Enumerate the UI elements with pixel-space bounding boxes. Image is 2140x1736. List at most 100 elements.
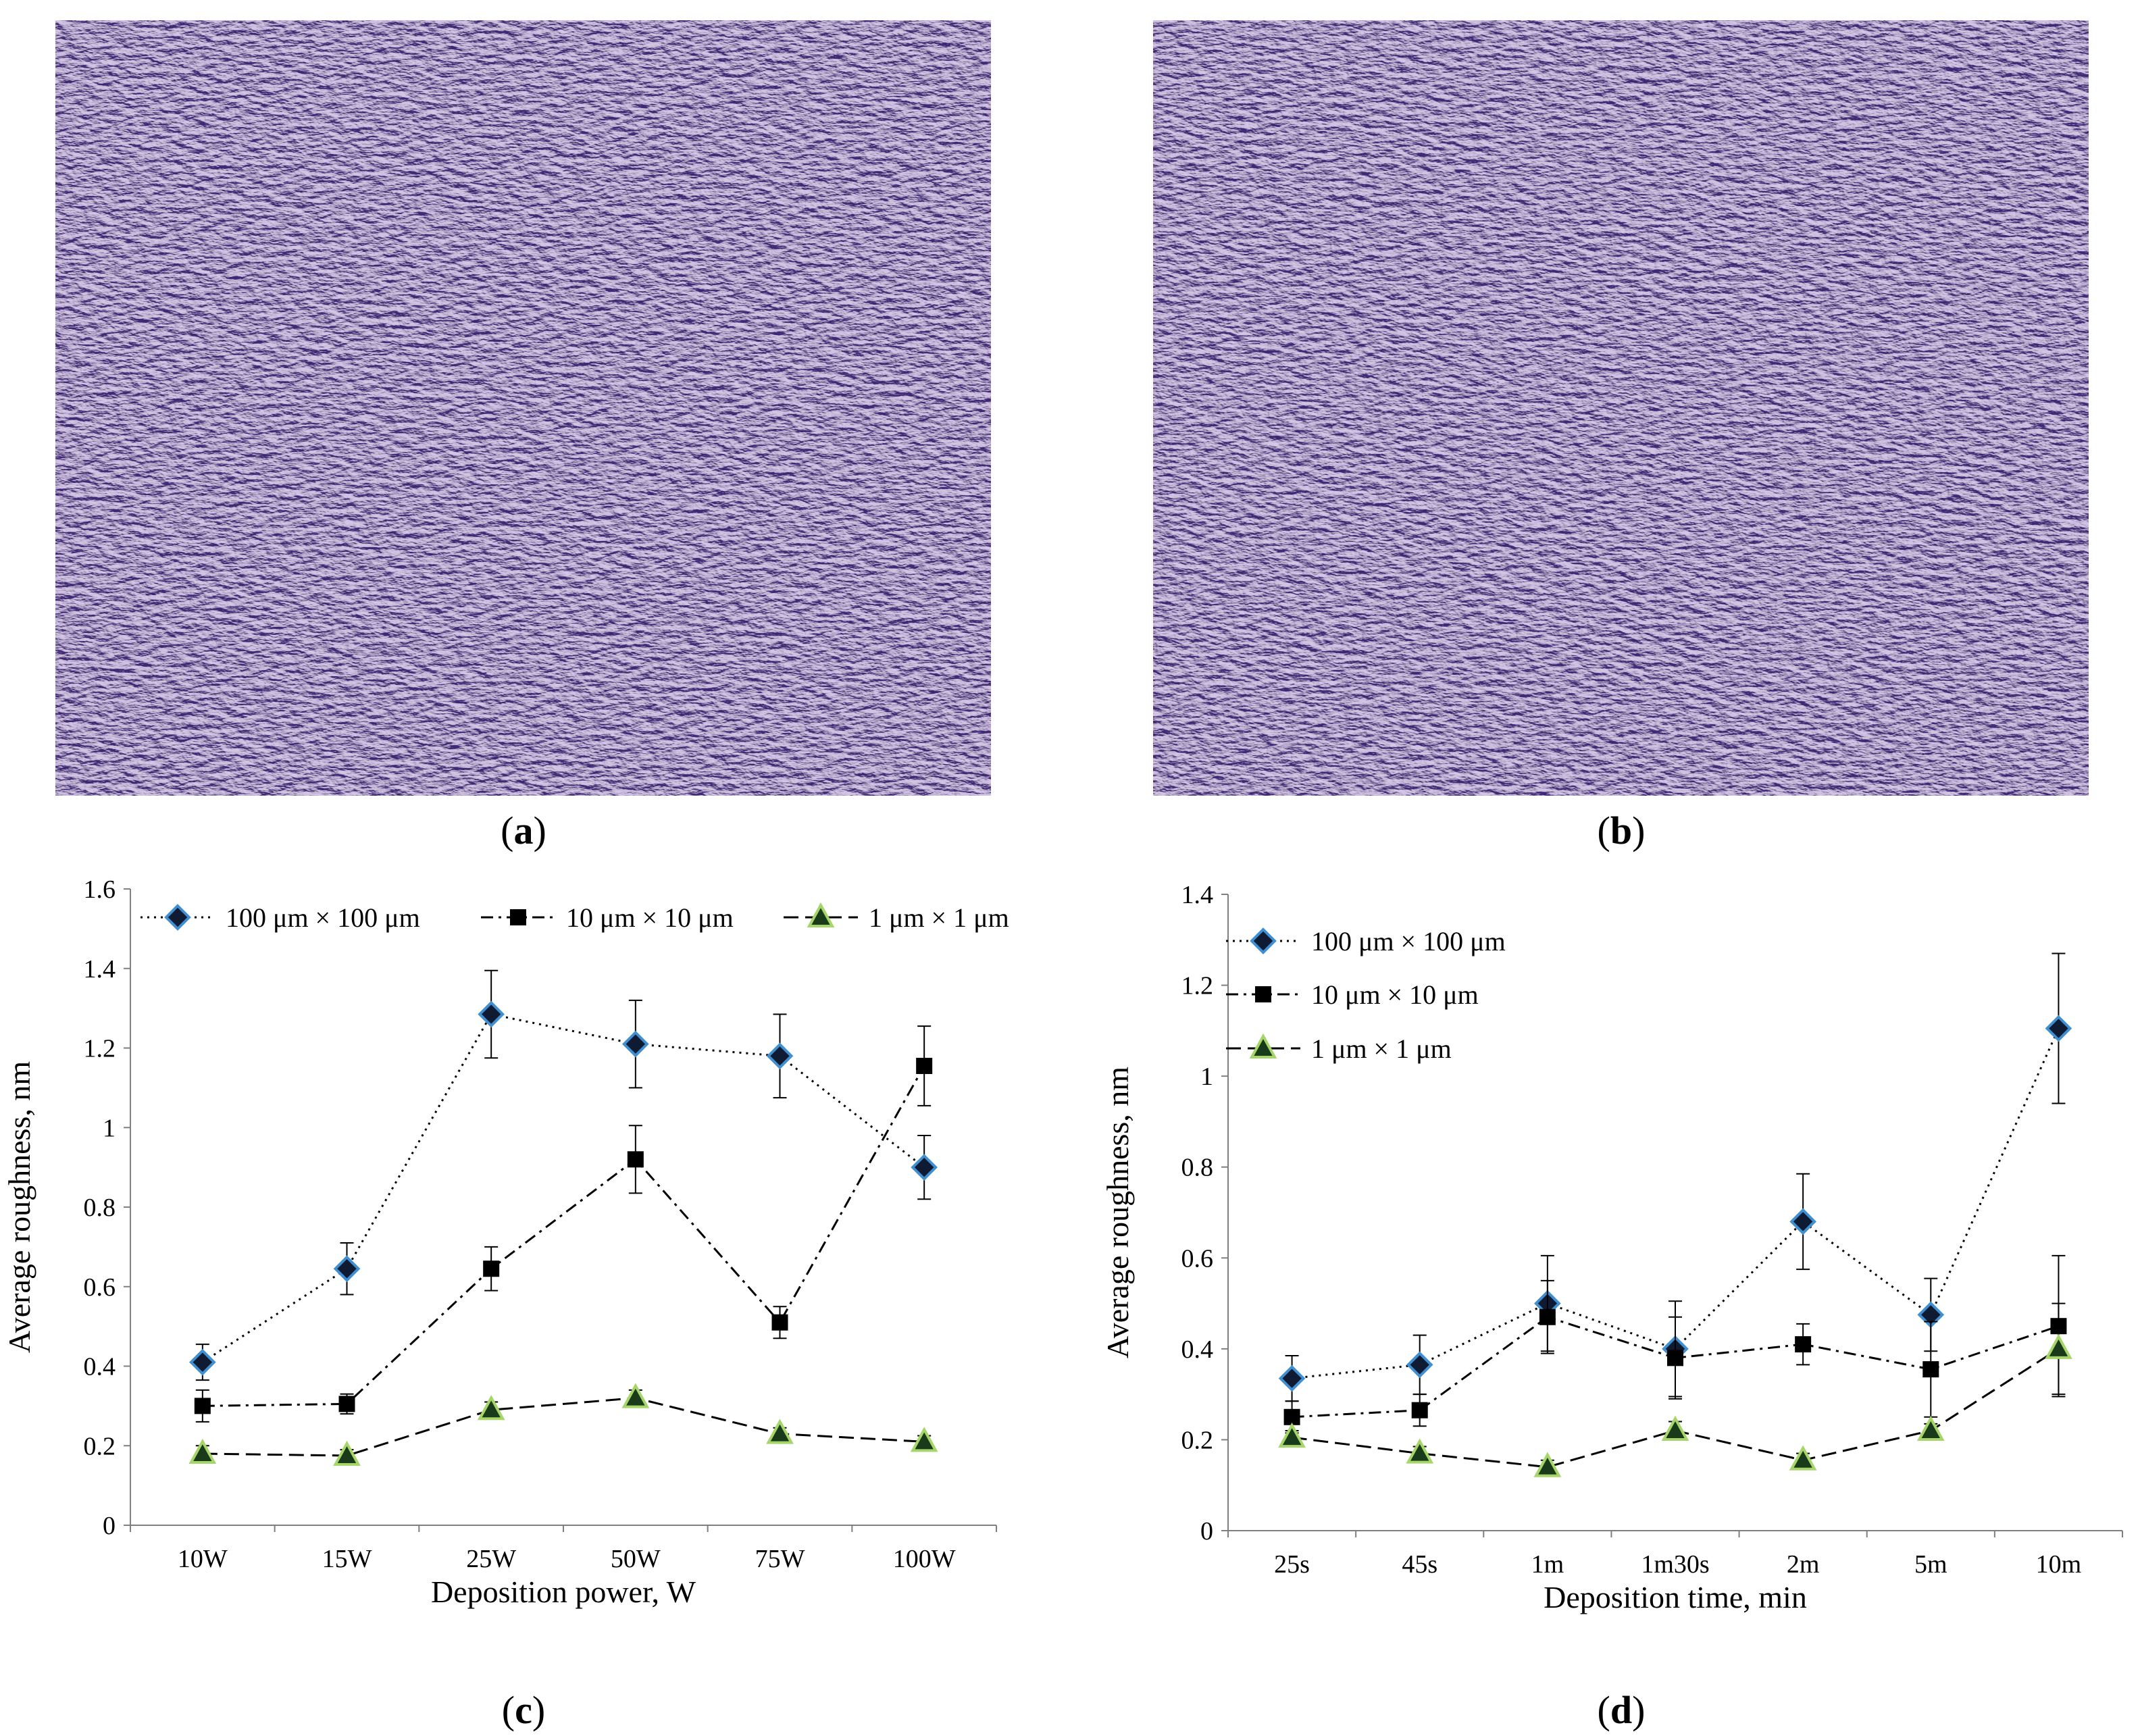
legend-label: 10 μm × 10 μm bbox=[566, 902, 734, 933]
y-tick-label: 0.4 bbox=[1181, 1335, 1214, 1364]
data-point-diamond bbox=[766, 1042, 794, 1070]
data-point-square bbox=[483, 1260, 500, 1277]
x-tick-label: 100W bbox=[893, 1545, 956, 1573]
data-point-triangle bbox=[910, 1427, 938, 1452]
series-diamond bbox=[189, 969, 938, 1381]
series-square bbox=[194, 1025, 933, 1423]
data-point-diamond bbox=[478, 1000, 505, 1028]
series-line bbox=[1292, 1316, 2059, 1419]
data-point-square bbox=[1795, 1336, 1812, 1353]
data-point-square bbox=[1922, 1361, 1939, 1378]
y-tick-label: 0.8 bbox=[1181, 1154, 1214, 1182]
legend-label: 1 μm × 1 μm bbox=[869, 902, 1009, 933]
data-point-diamond bbox=[1917, 1301, 1945, 1329]
y-tick-label: 0 bbox=[103, 1512, 116, 1540]
legend-marker-diamond bbox=[164, 904, 191, 931]
data-point-triangle bbox=[1406, 1438, 1434, 1464]
afm-image-b bbox=[1153, 20, 2089, 796]
data-point-diamond bbox=[333, 1255, 361, 1283]
data-point-square bbox=[771, 1314, 788, 1331]
y-tick-label: 1.2 bbox=[84, 1035, 116, 1063]
x-axis-label: Deposition power, W bbox=[431, 1575, 696, 1609]
x-tick-label: 25s bbox=[1274, 1550, 1310, 1579]
x-tick-label: 45s bbox=[1402, 1550, 1437, 1579]
legend-marker-diamond bbox=[1250, 927, 1277, 954]
data-point-triangle bbox=[333, 1440, 361, 1466]
data-point-triangle bbox=[766, 1419, 794, 1444]
y-tick-label: 0.2 bbox=[1181, 1426, 1214, 1454]
chart-d: 0 0.2 0.4 0.6 0.8 1 1.2 1.4 25s 45s 1m 1m30s 2m 5m 10m… bbox=[1100, 881, 2123, 1614]
x-tick-label: 1m bbox=[1531, 1550, 1564, 1579]
panel-label-d: (d) bbox=[1597, 1688, 1646, 1732]
y-tick-label: 1.2 bbox=[1181, 972, 1214, 1000]
data-point-diamond bbox=[622, 1030, 649, 1058]
data-point-triangle bbox=[188, 1438, 217, 1464]
y-axis-label: Average roughness, nm bbox=[1100, 1067, 1135, 1358]
data-point-square bbox=[1667, 1350, 1683, 1367]
data-point-square bbox=[1539, 1308, 1556, 1325]
y-tick-label: 0.2 bbox=[84, 1432, 116, 1460]
data-point-diamond bbox=[1406, 1351, 1433, 1379]
legend-marker-triangle bbox=[1249, 1033, 1277, 1058]
x-tick-label: 50W bbox=[611, 1545, 661, 1573]
x-tick-label: 75W bbox=[755, 1545, 805, 1573]
series-line bbox=[202, 1065, 925, 1407]
series-line bbox=[202, 1397, 925, 1457]
data-point-diamond bbox=[1662, 1335, 1689, 1362]
data-point-square bbox=[916, 1057, 933, 1074]
data-point-square bbox=[2050, 1318, 2067, 1335]
data-point-diamond bbox=[189, 1348, 216, 1376]
x-tick-label: 1m30s bbox=[1641, 1550, 1709, 1579]
data-point-triangle bbox=[1789, 1445, 1817, 1471]
data-point-diamond bbox=[911, 1154, 938, 1181]
series-triangle bbox=[188, 1383, 938, 1466]
y-tick-label: 1.6 bbox=[84, 875, 116, 904]
y-tick-label: 0 bbox=[1200, 1517, 1213, 1546]
data-point-triangle bbox=[1661, 1415, 1689, 1441]
legend-label: 10 μm × 10 μm bbox=[1311, 979, 1479, 1010]
y-tick-label: 0.6 bbox=[84, 1273, 116, 1302]
series-diamond bbox=[1278, 952, 2072, 1402]
series-square bbox=[1283, 1254, 2067, 1434]
y-tick-label: 0.6 bbox=[1181, 1244, 1214, 1273]
panel-label-b: (b) bbox=[1597, 809, 1646, 852]
data-point-triangle bbox=[1533, 1452, 1562, 1477]
y-tick-label: 0.4 bbox=[84, 1353, 116, 1381]
data-point-square bbox=[194, 1398, 211, 1414]
data-point-diamond bbox=[1534, 1290, 1561, 1317]
y-tick-label: 1.4 bbox=[84, 955, 116, 984]
data-point-square bbox=[627, 1151, 644, 1168]
data-point-square bbox=[1411, 1402, 1428, 1419]
series-line bbox=[1292, 1027, 2060, 1380]
data-point-triangle bbox=[1916, 1415, 1945, 1441]
data-point-square bbox=[1283, 1408, 1300, 1425]
legend-marker-square bbox=[1255, 986, 1271, 1002]
panel-label-c: (c) bbox=[501, 1688, 546, 1732]
x-tick-label: 2m bbox=[1787, 1550, 1820, 1579]
data-point-diamond bbox=[1278, 1364, 1306, 1392]
x-tick-label: 5m bbox=[1914, 1550, 1947, 1579]
data-point-triangle bbox=[2045, 1333, 2072, 1359]
data-point-diamond bbox=[2045, 1015, 2072, 1042]
x-axis-label: Deposition time, min bbox=[1544, 1580, 1807, 1614]
legend-label: 100 μm × 100 μm bbox=[226, 902, 420, 933]
data-point-square bbox=[338, 1396, 355, 1412]
legend-d: 100 μm × 100 μm 10 μm × 10 μm 1 μm × 1 μm bbox=[1226, 926, 1506, 1064]
legend-marker-square bbox=[510, 909, 526, 925]
legend-marker-triangle bbox=[807, 902, 835, 927]
x-tick-label: 10W bbox=[178, 1545, 228, 1573]
legend-label: 100 μm × 100 μm bbox=[1311, 926, 1506, 956]
y-tick-label: 1 bbox=[103, 1114, 116, 1142]
y-tick-label: 0.8 bbox=[84, 1194, 116, 1222]
y-tick-label: 1.4 bbox=[1181, 881, 1214, 909]
y-tick-label: 1 bbox=[1200, 1063, 1213, 1091]
data-point-triangle bbox=[477, 1395, 505, 1421]
legend-c: 100 μm × 100 μm 10 μm × 10 μm 1 μm × 1 μm bbox=[141, 902, 1009, 933]
legend-label: 1 μm × 1 μm bbox=[1311, 1033, 1452, 1064]
panel-label-a: (a) bbox=[501, 809, 546, 852]
x-tick-label: 10m bbox=[2036, 1550, 2082, 1579]
x-tick-label: 15W bbox=[322, 1545, 372, 1573]
afm-image-a bbox=[55, 20, 991, 796]
data-point-triangle bbox=[1278, 1422, 1306, 1448]
data-point-triangle bbox=[621, 1383, 650, 1408]
